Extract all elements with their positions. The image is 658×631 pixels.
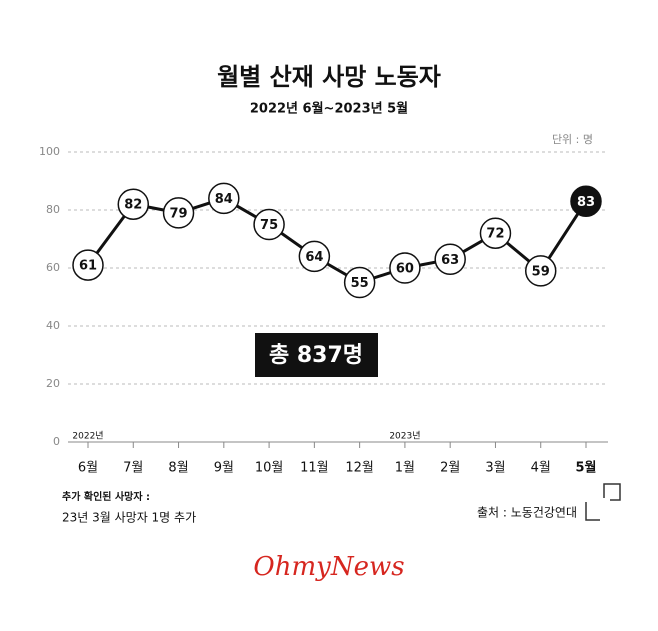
x-tick-label: 5월 (575, 460, 596, 476)
point (570, 185, 602, 218)
chart-subtitle: 2022년 6월~2023년 5월 (250, 101, 408, 117)
data-label: 75 (260, 218, 278, 233)
note-title: 추가 확인된 사망자 : (62, 490, 150, 503)
point (434, 243, 466, 276)
data-label: 64 (305, 250, 323, 265)
point (343, 266, 376, 299)
source: 출처 : 노동건강연대 (477, 506, 577, 520)
year-label: 2022년 (72, 431, 103, 442)
y-tick-label: 0 (53, 435, 60, 448)
x-tick-label: 7월 (123, 461, 143, 476)
annotation: 총 837명 (269, 343, 363, 368)
data-label: 60 (396, 262, 414, 277)
logo: OhmyNews (253, 552, 404, 582)
x-tick-label: 11월 (300, 461, 329, 476)
data-label: 63 (441, 253, 459, 268)
x-tick-label: 9월 (214, 461, 234, 476)
point (162, 197, 195, 229)
unit-label: 단위 : 명 (552, 133, 593, 146)
point (479, 217, 512, 249)
x-tick-label: 8월 (168, 461, 188, 476)
y-tick-label: 20 (46, 377, 60, 390)
annotation-box (255, 333, 378, 377)
x-tick-label: 12월 (345, 461, 374, 476)
data-label: 55 (351, 276, 369, 291)
point (117, 188, 150, 220)
chart-title: 월별 산재 사망 노동자 (217, 63, 441, 91)
point (253, 208, 285, 241)
point (72, 249, 104, 281)
x-tick-label: 1월 (395, 461, 415, 476)
data-label: 59 (532, 264, 550, 279)
x-tick-label: 10월 (255, 461, 284, 476)
x-tick-label: 4월 (531, 461, 551, 476)
point (389, 252, 421, 284)
year-label: 2023년 (389, 431, 420, 442)
data-label: 82 (124, 198, 142, 213)
x-tick-label: 6월 (78, 461, 98, 476)
x-tick-label: 2월 (440, 461, 460, 476)
data-label: 84 (215, 192, 233, 207)
y-tick-label: 100 (39, 145, 60, 158)
data-label: 61 (79, 259, 97, 274)
point (208, 182, 240, 215)
y-tick-label: 80 (46, 203, 60, 216)
point (298, 240, 331, 273)
y-tick-label: 60 (46, 261, 60, 274)
source-icon (585, 483, 621, 521)
y-tick-label: 40 (46, 319, 60, 332)
note: 23년 3월 사망자 1명 추가 (62, 511, 196, 525)
data-label: 79 (169, 206, 187, 221)
data-label: 72 (486, 227, 504, 242)
point (524, 255, 557, 287)
x-tick-label: 3월 (485, 461, 505, 476)
data-label: 83 (577, 195, 595, 210)
